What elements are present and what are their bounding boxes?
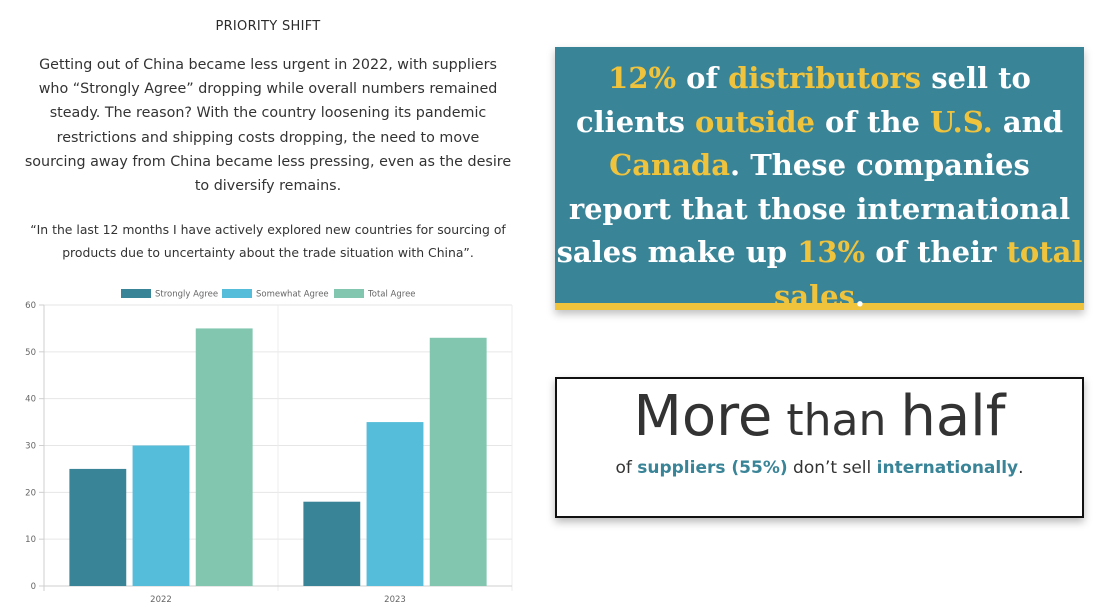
y-tick-label: 20 (25, 488, 36, 498)
bar-somewhat-agree-2023 (366, 422, 424, 586)
stat-pct-12: 12% (608, 61, 677, 95)
more-than-half-headline: More than half (557, 389, 1082, 445)
bar-strongly-agree-2022 (69, 468, 127, 586)
stat-us: U.S. (930, 104, 993, 139)
half-sub-internationally: internationally (876, 458, 1019, 478)
legend-label: Total Agree (367, 290, 416, 300)
legend-swatch (121, 289, 151, 298)
y-tick-label: 40 (25, 395, 36, 405)
bar-somewhat-agree-2022 (132, 445, 190, 586)
distributor-stat-text: 12% of distributors sell to clients outs… (555, 57, 1084, 318)
x-tick-label: 2023 (384, 595, 406, 605)
stat-text-5: . These companies report that those inte… (556, 148, 1071, 269)
intro-paragraph: Getting out of China became less urgent … (24, 57, 512, 195)
bar-chart: 0 10 20 30 40 50 60 2022 2023 Strongly Agree Somew… (25, 289, 513, 605)
legend-swatch (334, 289, 364, 298)
half-sub-suppliers: suppliers (55%) (637, 458, 788, 478)
stat-text-7: . (854, 278, 866, 313)
stat-distributors: distributors (728, 61, 922, 95)
section-title: PRIORITY SHIFT (215, 19, 321, 34)
bar-total-agree-2022 (195, 328, 253, 586)
half-subtext: of suppliers (55%) don’t sell internatio… (557, 458, 1082, 478)
headline-than: than (772, 395, 901, 446)
bar-strongly-agree-2023 (303, 501, 361, 586)
half-sub-of: of (615, 458, 638, 478)
y-tick-label: 50 (25, 348, 36, 358)
y-tick-label: 60 (25, 301, 36, 311)
stat-text-3: of the (814, 104, 930, 139)
stat-canada: Canada (609, 148, 730, 182)
stat-text-2: sell to clients (576, 61, 1031, 139)
half-sub-period: . (1018, 458, 1024, 478)
y-tick-label: 30 (25, 442, 36, 452)
y-tick-label: 10 (25, 535, 36, 545)
y-tick-label: 0 (31, 582, 36, 592)
stat-text-4: and (992, 104, 1063, 139)
headline-more: More (633, 384, 773, 449)
stat-text-1: of (676, 61, 729, 95)
bar-total-agree-2023 (429, 337, 487, 586)
stat-total-sales: total sales (773, 235, 1083, 313)
legend-label: Somewhat Agree (256, 290, 329, 300)
x-tick-label: 2022 (150, 595, 172, 605)
distributor-stat-box: 12% of distributors sell to clients outs… (555, 47, 1084, 313)
survey-quote: “In the last 12 months I have actively e… (30, 222, 506, 260)
legend-label: Strongly Agree (155, 290, 218, 300)
stat-text-6: of their (865, 235, 1007, 269)
stat-outside: outside (695, 104, 815, 139)
stat-pct-13: 13% (797, 235, 866, 269)
headline-half: half (900, 384, 1006, 449)
half-sub-dont: don’t sell (787, 458, 877, 478)
legend-swatch (222, 289, 252, 298)
more-than-half-box: More than half of suppliers (55%) don’t … (555, 377, 1084, 518)
